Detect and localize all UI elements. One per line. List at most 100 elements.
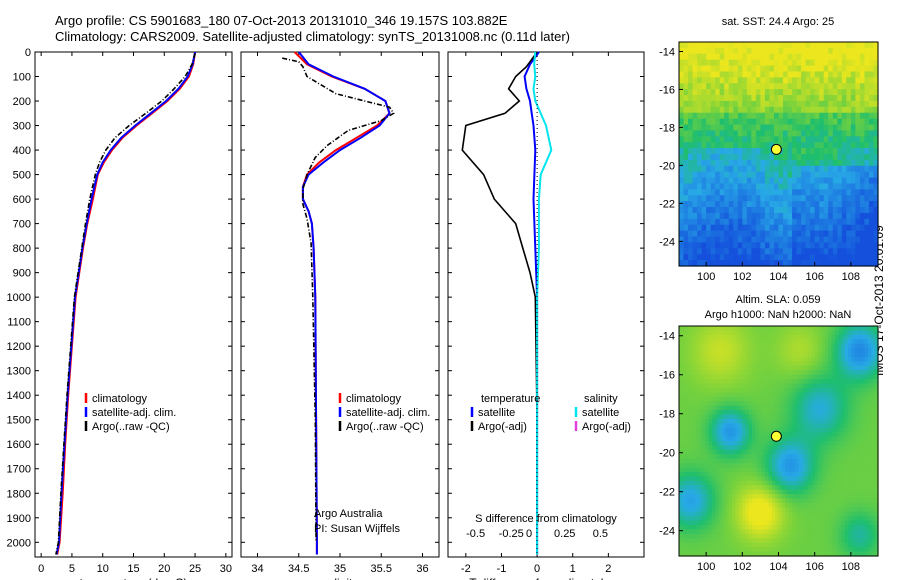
map-cell (851, 449, 856, 455)
map-cell (725, 414, 730, 420)
map-cell (801, 165, 807, 173)
map-cell (848, 449, 853, 455)
map-cell (828, 471, 833, 477)
map-cell (746, 242, 752, 249)
map-cell (810, 71, 816, 78)
map-cell (761, 533, 766, 539)
map-cell (801, 533, 806, 539)
map-cell (831, 418, 836, 424)
map-cell (715, 436, 720, 442)
map-cell (708, 405, 713, 411)
map-cell (751, 449, 756, 455)
map-cell (702, 547, 707, 553)
map-cell (692, 392, 697, 398)
map-cell (722, 520, 727, 526)
map-cell (795, 471, 799, 477)
map-cell (755, 142, 762, 149)
map-cell (854, 356, 859, 362)
map-cell (858, 427, 863, 433)
map-cell (832, 106, 838, 114)
map-cell (798, 502, 803, 508)
map-cell (715, 201, 721, 208)
map-cell (742, 498, 746, 504)
map-cell (851, 445, 856, 451)
map-cell (751, 201, 757, 208)
map-cell (701, 89, 707, 96)
map-cell (718, 334, 723, 340)
map-cell (702, 498, 707, 504)
map-cell (719, 177, 725, 185)
map-cell (695, 334, 700, 340)
map-cell (783, 171, 789, 179)
map-cell (742, 334, 746, 340)
map-cell (788, 370, 793, 376)
map-cell (834, 432, 839, 438)
map-cell (788, 423, 793, 429)
map-cell (801, 458, 806, 464)
map-cell (792, 118, 798, 126)
map-cell (715, 71, 721, 78)
map-cell (818, 326, 823, 332)
map-cell (823, 59, 829, 67)
map-cell (861, 529, 866, 535)
map-cell (855, 59, 861, 67)
map-cell (719, 230, 725, 238)
map-cell (692, 183, 698, 190)
map-cell (764, 42, 771, 49)
map-cell (791, 516, 796, 522)
map-cell (682, 485, 687, 491)
map-cell (873, 195, 879, 202)
map-cell (718, 339, 723, 345)
map-cell (805, 183, 811, 190)
map-cell (834, 352, 839, 358)
map-cell (748, 326, 753, 332)
map-cell (712, 516, 717, 522)
map-cell (846, 65, 852, 73)
map-cell (735, 489, 740, 495)
map-cell (698, 502, 703, 508)
map-cell (719, 218, 725, 226)
map-cell (873, 47, 879, 55)
map-cell (748, 502, 753, 508)
map-cell (868, 449, 872, 455)
map-cell (751, 230, 757, 238)
map-cell (735, 471, 740, 477)
map-cell (718, 480, 723, 486)
map-cell (785, 436, 790, 442)
map-cell (685, 489, 690, 495)
map-cell (805, 405, 809, 411)
map-cell (706, 154, 712, 161)
map-cell (814, 348, 819, 354)
map-cell (814, 529, 819, 535)
map-cell (859, 236, 866, 244)
map-cell (705, 520, 710, 526)
map-cell (781, 379, 786, 385)
map-cell (828, 130, 834, 137)
map-cell (715, 230, 721, 238)
map-cell (778, 379, 783, 385)
map-cell (682, 374, 687, 380)
map-cell (728, 248, 734, 255)
map-cell (821, 387, 826, 393)
map-cell (818, 502, 823, 508)
map-cell (755, 533, 760, 539)
map-cell (705, 326, 710, 332)
map-cell (778, 124, 784, 132)
map-cell (751, 494, 756, 500)
map-cell (805, 59, 811, 67)
map-cell (679, 260, 685, 267)
map-cell (831, 330, 836, 336)
map-cell (795, 330, 799, 336)
map-cell (698, 418, 703, 424)
map-cell (751, 71, 757, 78)
map-cell (708, 352, 713, 358)
map-cell (679, 538, 683, 544)
map-cell (765, 343, 770, 349)
map-cell (859, 159, 866, 167)
map-cell (748, 352, 753, 358)
map-cell (742, 361, 746, 367)
map-cell (854, 463, 859, 469)
map-cell (783, 77, 789, 84)
map-cell (805, 498, 809, 504)
map-cell (864, 498, 869, 504)
